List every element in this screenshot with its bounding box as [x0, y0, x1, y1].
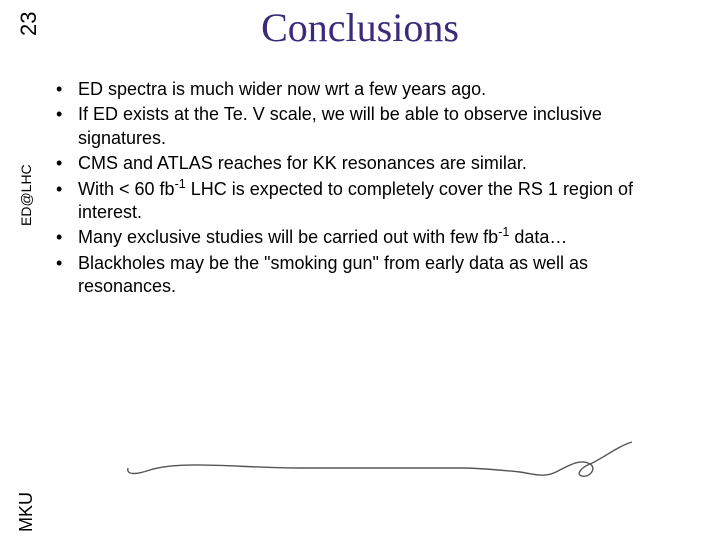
slide-title: Conclusions — [0, 4, 720, 51]
bullet-item: Many exclusive studies will be carried o… — [48, 226, 688, 249]
bullet-item: Blackholes may be the "smoking gun" from… — [48, 252, 688, 299]
bullet-list: ED spectra is much wider now wrt a few y… — [48, 78, 688, 301]
flourish-decoration — [120, 438, 640, 498]
bullet-item: ED spectra is much wider now wrt a few y… — [48, 78, 688, 101]
bullet-item: With < 60 fb-1 LHC is expected to comple… — [48, 178, 688, 225]
side-label-edlhc: ED@LHC — [18, 164, 34, 226]
bullet-item: CMS and ATLAS reaches for KK resonances … — [48, 152, 688, 175]
side-label-mku: MKU — [16, 492, 37, 532]
slide: 23 ED@LHC MKU Conclusions ED spectra is … — [0, 0, 720, 540]
bullet-item: If ED exists at the Te. V scale, we will… — [48, 103, 688, 150]
